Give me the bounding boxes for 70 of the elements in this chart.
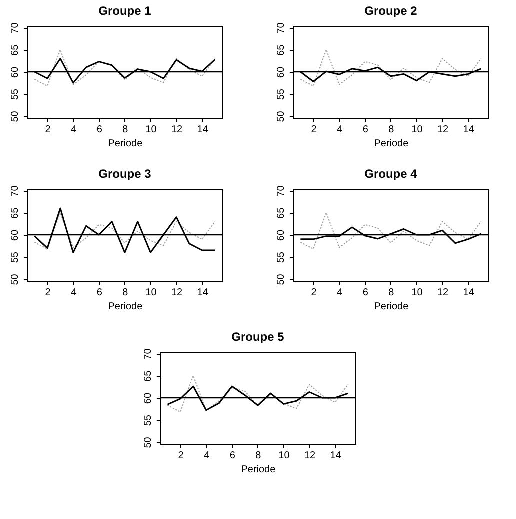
x-tick-label: 10 [146, 124, 158, 136]
y-tick-label: 60 [142, 392, 154, 404]
x-tick-label: 8 [256, 450, 262, 462]
y-tick-label: 70 [10, 22, 21, 34]
y-tick-label: 50 [276, 274, 287, 286]
x-tick-label: 14 [463, 288, 475, 298]
x-axis-title: Periode [241, 464, 276, 476]
x-tick-label: 12 [437, 124, 450, 136]
x-axis-title: Periode [374, 138, 410, 150]
x-axis-title: Periode [374, 302, 410, 312]
x-tick-label: 2 [45, 124, 52, 136]
chart-title: Groupe 3 [98, 167, 152, 182]
x-axis-title: Periode [108, 302, 144, 312]
chart-title: Groupe 1 [98, 4, 152, 18]
x-tick-label: 14 [463, 124, 475, 136]
y-tick-label: 65 [142, 370, 154, 382]
y-tick-label: 60 [10, 230, 21, 242]
y-tick-label: 50 [276, 110, 287, 122]
x-tick-label: 10 [278, 450, 290, 462]
x-tick-label: 6 [362, 124, 369, 136]
x-tick-label: 4 [337, 288, 344, 298]
x-tick-label: 8 [388, 288, 395, 298]
x-tick-label: 10 [146, 288, 158, 298]
x-tick-label: 6 [96, 124, 103, 136]
x-tick-label: 10 [412, 124, 424, 136]
y-tick-label: 60 [276, 66, 287, 78]
chart-title: Groupe 5 [232, 330, 285, 344]
x-tick-label: 14 [197, 124, 209, 136]
chart-title: Groupe 2 [364, 4, 418, 18]
x-tick-label: 10 [412, 288, 424, 298]
y-tick-label: 70 [276, 185, 287, 197]
x-tick-label: 4 [204, 450, 210, 462]
y-tick-label: 55 [142, 414, 154, 426]
x-tick-label: 6 [362, 288, 369, 298]
x-axis-title: Periode [108, 138, 144, 150]
y-tick-label: 50 [10, 110, 21, 122]
y-tick-label: 55 [10, 88, 21, 100]
y-tick-label: 70 [10, 185, 21, 197]
x-tick-label: 12 [171, 124, 184, 136]
x-tick-label: 2 [311, 288, 318, 298]
y-tick-label: 60 [10, 66, 21, 78]
x-tick-label: 12 [171, 288, 184, 298]
y-tick-label: 50 [142, 436, 154, 448]
y-tick-label: 55 [276, 88, 287, 100]
x-tick-label: 14 [330, 450, 342, 462]
x-tick-label: 2 [178, 450, 184, 462]
x-tick-label: 14 [197, 288, 209, 298]
x-tick-label: 8 [388, 124, 395, 136]
y-tick-label: 70 [142, 348, 154, 360]
y-tick-label: 65 [10, 44, 21, 56]
x-tick-label: 4 [337, 124, 344, 136]
chart-title: Groupe 4 [364, 167, 418, 182]
y-tick-label: 60 [276, 230, 287, 242]
y-tick-label: 70 [276, 22, 287, 34]
x-tick-label: 4 [71, 124, 78, 136]
x-tick-label: 2 [45, 288, 52, 298]
y-tick-label: 50 [10, 274, 21, 286]
x-tick-label: 2 [311, 124, 318, 136]
x-tick-label: 6 [230, 450, 236, 462]
x-tick-label: 12 [437, 288, 450, 298]
y-tick-label: 55 [10, 252, 21, 264]
y-tick-label: 65 [276, 207, 287, 219]
y-tick-label: 65 [10, 207, 21, 219]
x-tick-label: 12 [304, 450, 316, 462]
y-tick-label: 65 [276, 44, 287, 56]
x-tick-label: 8 [122, 288, 129, 298]
y-tick-label: 55 [276, 252, 287, 264]
x-tick-label: 4 [71, 288, 78, 298]
x-tick-label: 6 [96, 288, 103, 298]
x-tick-label: 8 [122, 124, 129, 136]
